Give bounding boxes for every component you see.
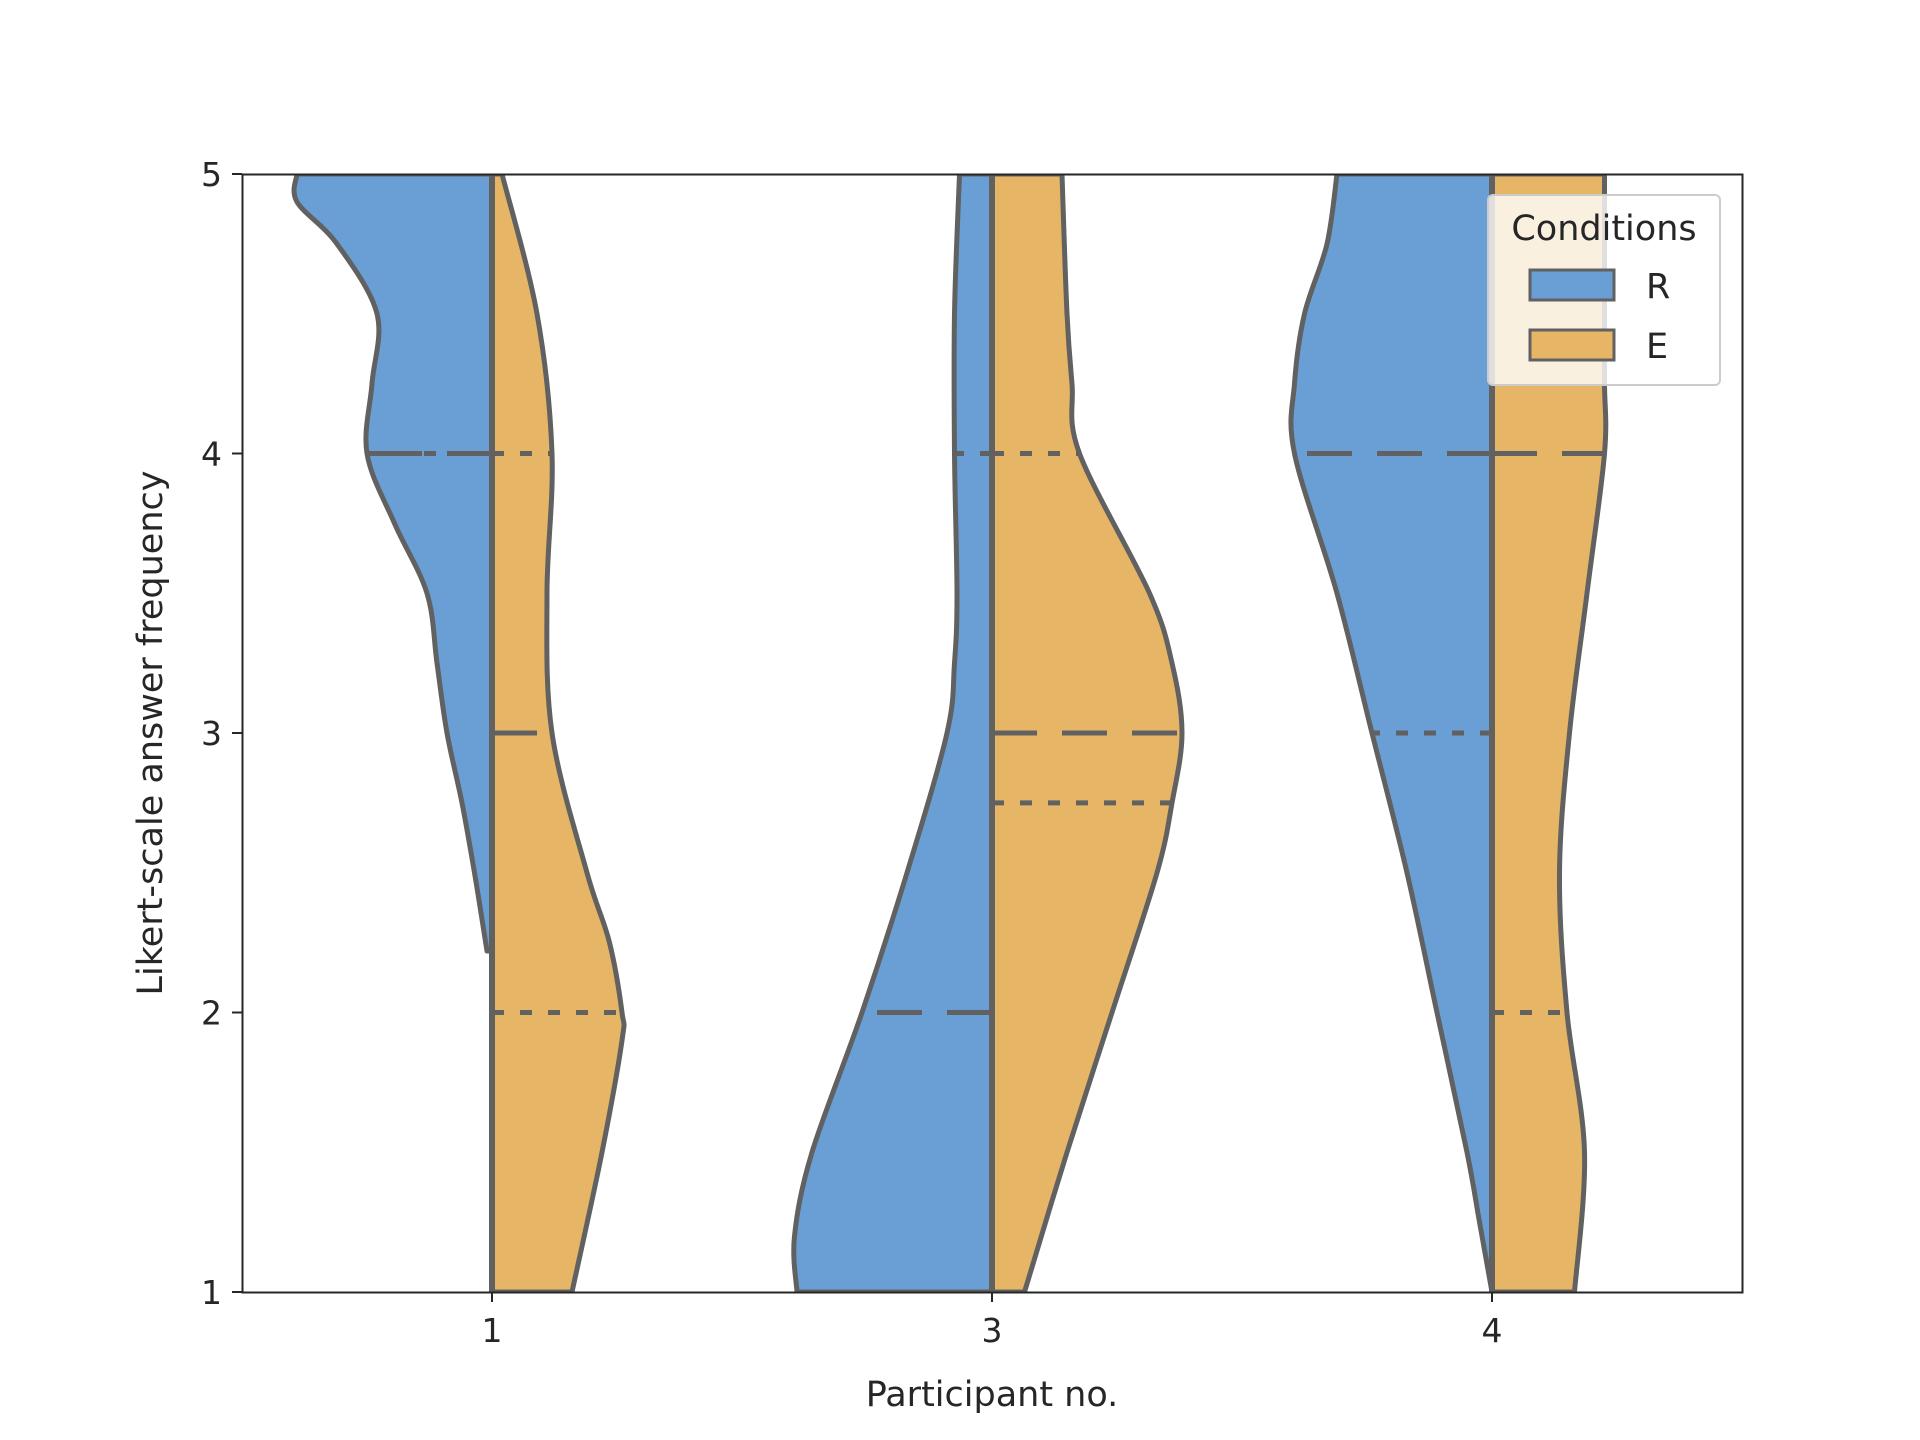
- legend-label-e: E: [1646, 327, 1668, 367]
- legend-label-r: R: [1646, 267, 1670, 307]
- legend: Conditions R E: [1487, 194, 1721, 386]
- y-tick-label: 2: [201, 994, 222, 1033]
- x-ticks: 1 3 4: [482, 1292, 1503, 1350]
- y-ticks: 1 2 3 4 5: [201, 155, 242, 1312]
- x-tick-label: 1: [482, 1311, 503, 1350]
- violin-r-participant-1: [291, 174, 495, 954]
- y-tick-label: 5: [201, 155, 222, 194]
- violin-e-participant-3: [989, 174, 1185, 1292]
- y-axis-label: Likert-scale answer frequency: [131, 471, 171, 996]
- x-tick-label: 3: [982, 1311, 1003, 1350]
- y-tick-label: 1: [201, 1273, 222, 1312]
- violin-r-participant-3: [791, 174, 995, 1292]
- axes: 1 2 3 4 5 1 3 4 Participant no. Likert-scale a…: [131, 155, 1744, 1415]
- x-axis-label: Participant no.: [866, 1375, 1119, 1415]
- y-tick-label: 4: [201, 435, 222, 474]
- violin-e-participant-1: [489, 174, 627, 1292]
- violins: [291, 174, 1609, 1292]
- legend-title: Conditions: [1511, 209, 1696, 249]
- legend-swatch-r: [1528, 268, 1616, 302]
- violin-body: [791, 174, 995, 1292]
- x-tick-label: 4: [1482, 1311, 1503, 1350]
- y-tick-label: 3: [201, 714, 222, 753]
- violin-r-participant-4: [1288, 174, 1495, 1292]
- legend-swatch-e: [1528, 328, 1616, 362]
- violin-body: [291, 174, 495, 954]
